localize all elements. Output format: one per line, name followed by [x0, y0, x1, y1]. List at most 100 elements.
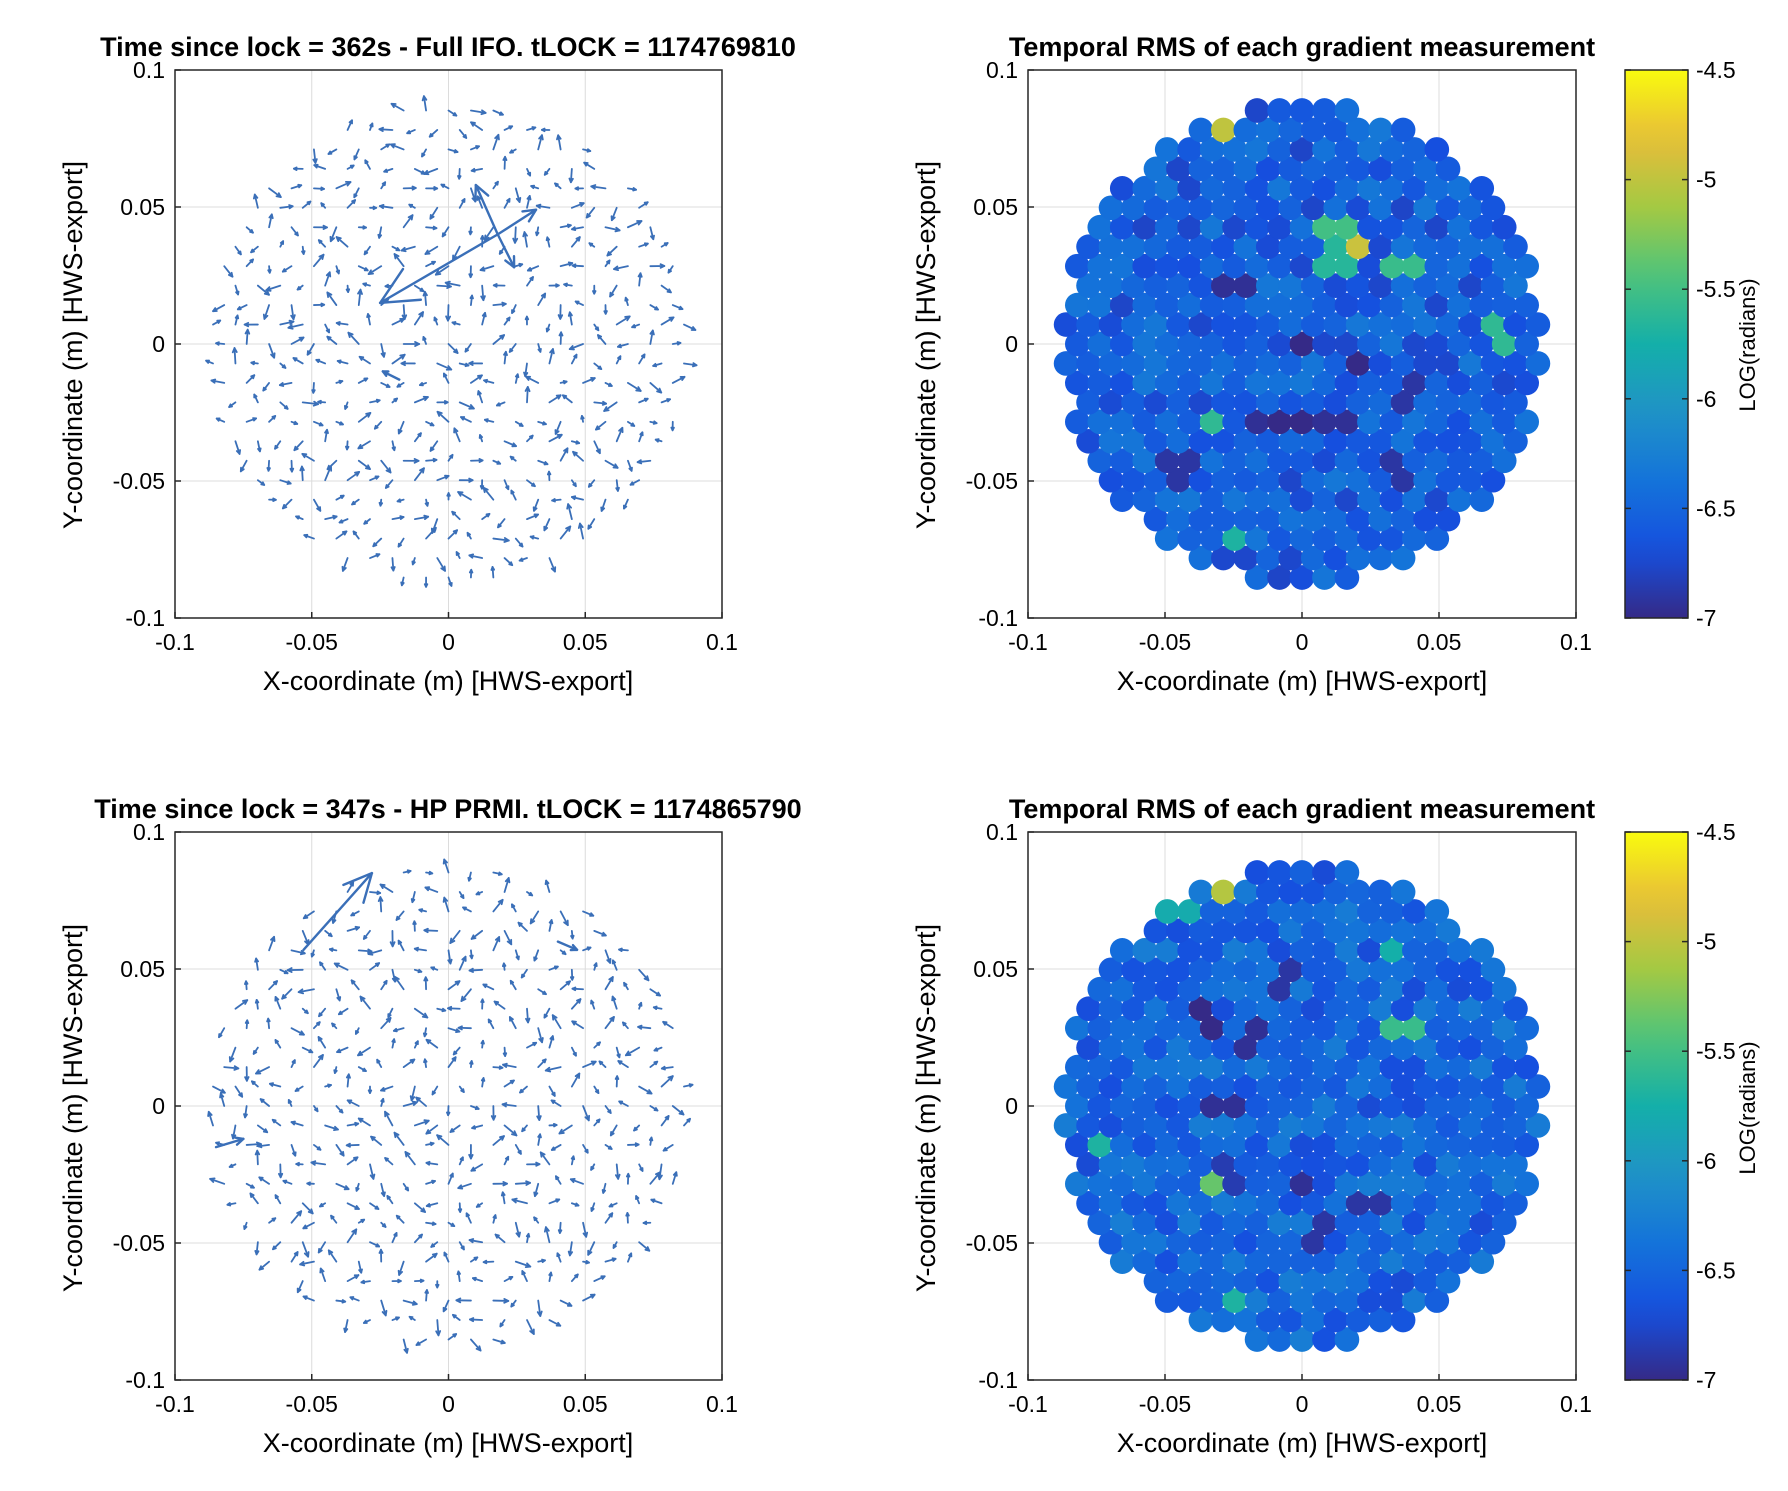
rms-dot [1458, 996, 1483, 1022]
quiver-arrow [360, 1279, 371, 1285]
quiver-arrow [598, 1060, 607, 1068]
quiver-arrow [648, 1136, 654, 1146]
quiver-arrow [311, 382, 316, 394]
quiver-arrow [649, 420, 658, 425]
quiver-arrow [514, 373, 520, 384]
quiver-arrow [341, 557, 349, 572]
rms-dot [1177, 448, 1202, 474]
rms-dot [1402, 1132, 1427, 1158]
quiver-arrow [413, 1119, 430, 1127]
y-tick-label: -0.1 [978, 605, 1018, 631]
rms-dot [1211, 918, 1236, 944]
quiver-arrow [627, 459, 633, 472]
quiver-arrow [312, 148, 318, 164]
quiver-arrow [357, 225, 367, 230]
x-tick-label: -0.05 [1139, 1391, 1191, 1417]
quiver-arrow [380, 181, 387, 190]
rms-dot [1064, 370, 1090, 396]
rms-dot [1143, 1035, 1169, 1060]
quiver-arrow [543, 1007, 551, 1019]
quiver-arrow [614, 1163, 621, 1180]
quiver-arrow [660, 1065, 674, 1071]
quiver-arrow [503, 557, 514, 567]
rms-dot [1312, 1210, 1337, 1236]
quiver-arrow [638, 201, 649, 209]
quiver-arrow [638, 397, 649, 404]
rms-dot [1087, 448, 1113, 474]
rms-dot [1121, 195, 1146, 221]
rms-dot [1064, 409, 1090, 435]
rms-dot [1109, 1054, 1135, 1080]
rms-dot [1312, 899, 1337, 924]
rms-dot [1222, 899, 1247, 924]
rms-dot [1132, 487, 1158, 512]
rms-dot [1255, 1152, 1281, 1177]
quiver-arrow [469, 1060, 474, 1068]
quiver-arrow [413, 1233, 423, 1244]
quiver-arrow [396, 498, 405, 503]
rms-dot [1278, 1113, 1304, 1138]
quiver-arrow [604, 259, 611, 268]
rms-dot [1402, 370, 1427, 396]
quiver-arrow [379, 883, 394, 893]
rms-dot [1413, 234, 1438, 260]
rms-dot [1312, 1015, 1337, 1041]
quiver-arrow [568, 343, 584, 351]
colorbar-tick-label: -6 [1696, 386, 1716, 412]
rms-dot [1098, 1035, 1124, 1060]
rms-dot [1267, 176, 1292, 201]
rms-dot [1503, 1035, 1528, 1060]
quiver-arrows [205, 95, 698, 588]
rms-dot [1323, 506, 1349, 532]
rms-dot [1188, 1307, 1214, 1333]
quiver-arrow [649, 304, 659, 311]
rms-dot [1435, 996, 1461, 1022]
colorbar-tick-label: -7 [1696, 1367, 1716, 1393]
rms-dot [1222, 331, 1247, 357]
quiver-arrow [548, 965, 559, 971]
rms-dot [1379, 370, 1405, 396]
rms-dot [1244, 176, 1270, 201]
quiver-arrow [480, 1039, 485, 1049]
quiver-arrow [349, 1296, 360, 1302]
rms-dot [1469, 1171, 1495, 1197]
rms-dot [1413, 1229, 1438, 1255]
quiver-arrow [384, 1157, 394, 1166]
quiver-arrow [386, 1195, 394, 1205]
quiver-arrow [310, 1160, 327, 1166]
rms-dot [1357, 176, 1382, 201]
rms-dot [1166, 273, 1191, 298]
quiver-arrow [234, 284, 240, 296]
rms-dot [1244, 448, 1270, 474]
quiver-arrow [572, 450, 584, 462]
quiver-arrow [567, 311, 573, 326]
quiver-arrow [671, 304, 684, 311]
quiver-arrow [492, 180, 499, 190]
quiver-arrow [313, 186, 325, 191]
rms-dot [1289, 253, 1315, 279]
rms-dot [1244, 370, 1270, 396]
quiver-arrow [604, 1212, 614, 1224]
rms-dot [1132, 176, 1158, 201]
rms-dot [1413, 996, 1438, 1022]
rms-dot [1379, 409, 1405, 435]
quiver-arrow [413, 432, 422, 443]
rms-dot [1458, 1229, 1483, 1255]
rms-dot [1143, 957, 1169, 983]
quiver-arrow [279, 204, 294, 210]
quiver-arrow [266, 1017, 271, 1030]
quiver-arrow [324, 271, 332, 287]
quiver-arrow [413, 467, 425, 482]
rms-dot [1143, 467, 1169, 493]
colorbar: -4.5-5-5.5-6-6.5-7 [1624, 57, 1736, 631]
rms-dot [1199, 899, 1225, 924]
y-tick-label: 0.05 [120, 956, 165, 982]
rms-dot [1278, 312, 1304, 337]
quiver-arrow [480, 235, 485, 248]
y-tick-labels: 0.10.050-0.05-0.1 [966, 57, 1034, 631]
quiver-arrow [559, 1299, 573, 1307]
rms-dot [1255, 390, 1281, 415]
colorbar-gradient [1624, 69, 1689, 619]
rms-dot [1435, 1152, 1461, 1177]
quiver-arrow [244, 328, 251, 345]
